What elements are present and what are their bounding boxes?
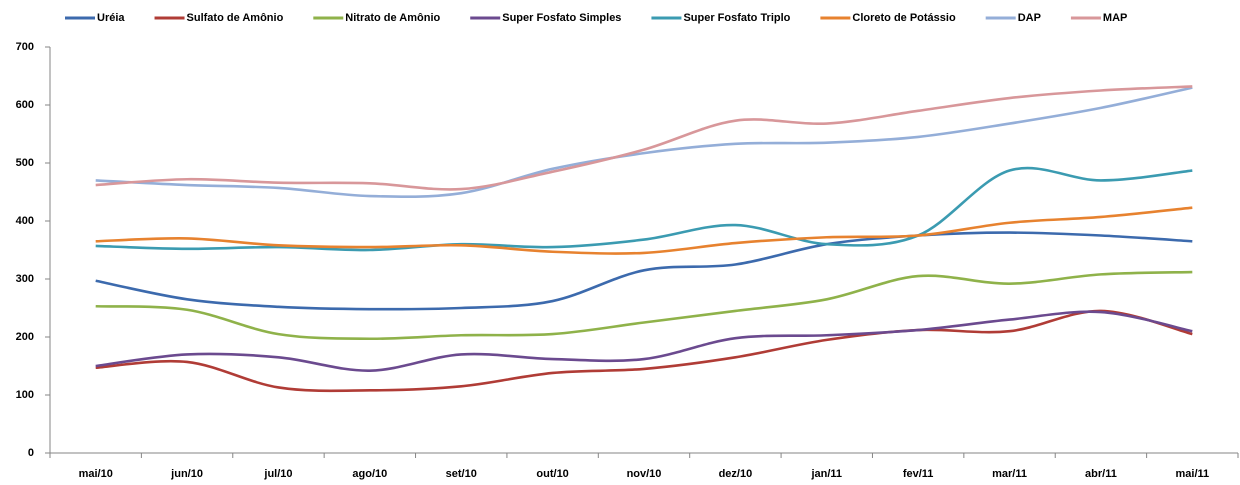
y-tick-label: 300 (16, 273, 34, 285)
series-line (95, 310, 1193, 372)
x-tick-label: out/10 (536, 468, 568, 480)
series-line (95, 309, 1193, 393)
series-line (95, 85, 1193, 191)
y-tick-label: 0 (28, 447, 34, 459)
legend-label: Super Fosfato Simples (502, 12, 621, 24)
y-tick-label: 400 (16, 215, 34, 227)
x-tick-label: mar/11 (992, 468, 1027, 480)
x-tick-label: fev/11 (903, 468, 934, 480)
y-tick-label: 700 (16, 41, 34, 53)
x-tick-label: set/10 (446, 468, 477, 480)
series-line (95, 86, 1193, 199)
x-tick-label: dez/10 (719, 468, 753, 480)
legend-label: Sulfato de Amônio (187, 12, 284, 24)
x-tick-label: jul/10 (263, 468, 292, 480)
legend-label: MAP (1103, 12, 1127, 24)
series-line (95, 231, 1193, 311)
x-tick-label: abr/11 (1085, 468, 1117, 480)
legend-label: Nitrato de Amônio (345, 12, 440, 24)
series-line (95, 166, 1193, 252)
y-tick-label: 100 (16, 389, 34, 401)
x-tick-label: jun/10 (170, 468, 203, 480)
legend-label: Cloreto de Potássio (852, 12, 956, 24)
legend-label: Super Fosfato Triplo (683, 12, 790, 24)
y-tick-label: 200 (16, 331, 34, 343)
series-line (95, 270, 1193, 341)
y-tick-label: 500 (16, 157, 34, 169)
x-tick-label: ago/10 (352, 468, 387, 480)
series-line (95, 206, 1193, 255)
x-tick-label: nov/10 (627, 468, 662, 480)
legend-label: Uréia (97, 12, 125, 24)
y-tick-label: 600 (16, 99, 34, 111)
x-tick-label: jan/11 (810, 468, 842, 480)
legend-label: DAP (1018, 12, 1041, 24)
x-tick-label: mai/10 (79, 468, 113, 480)
x-tick-label: mai/11 (1175, 468, 1209, 480)
